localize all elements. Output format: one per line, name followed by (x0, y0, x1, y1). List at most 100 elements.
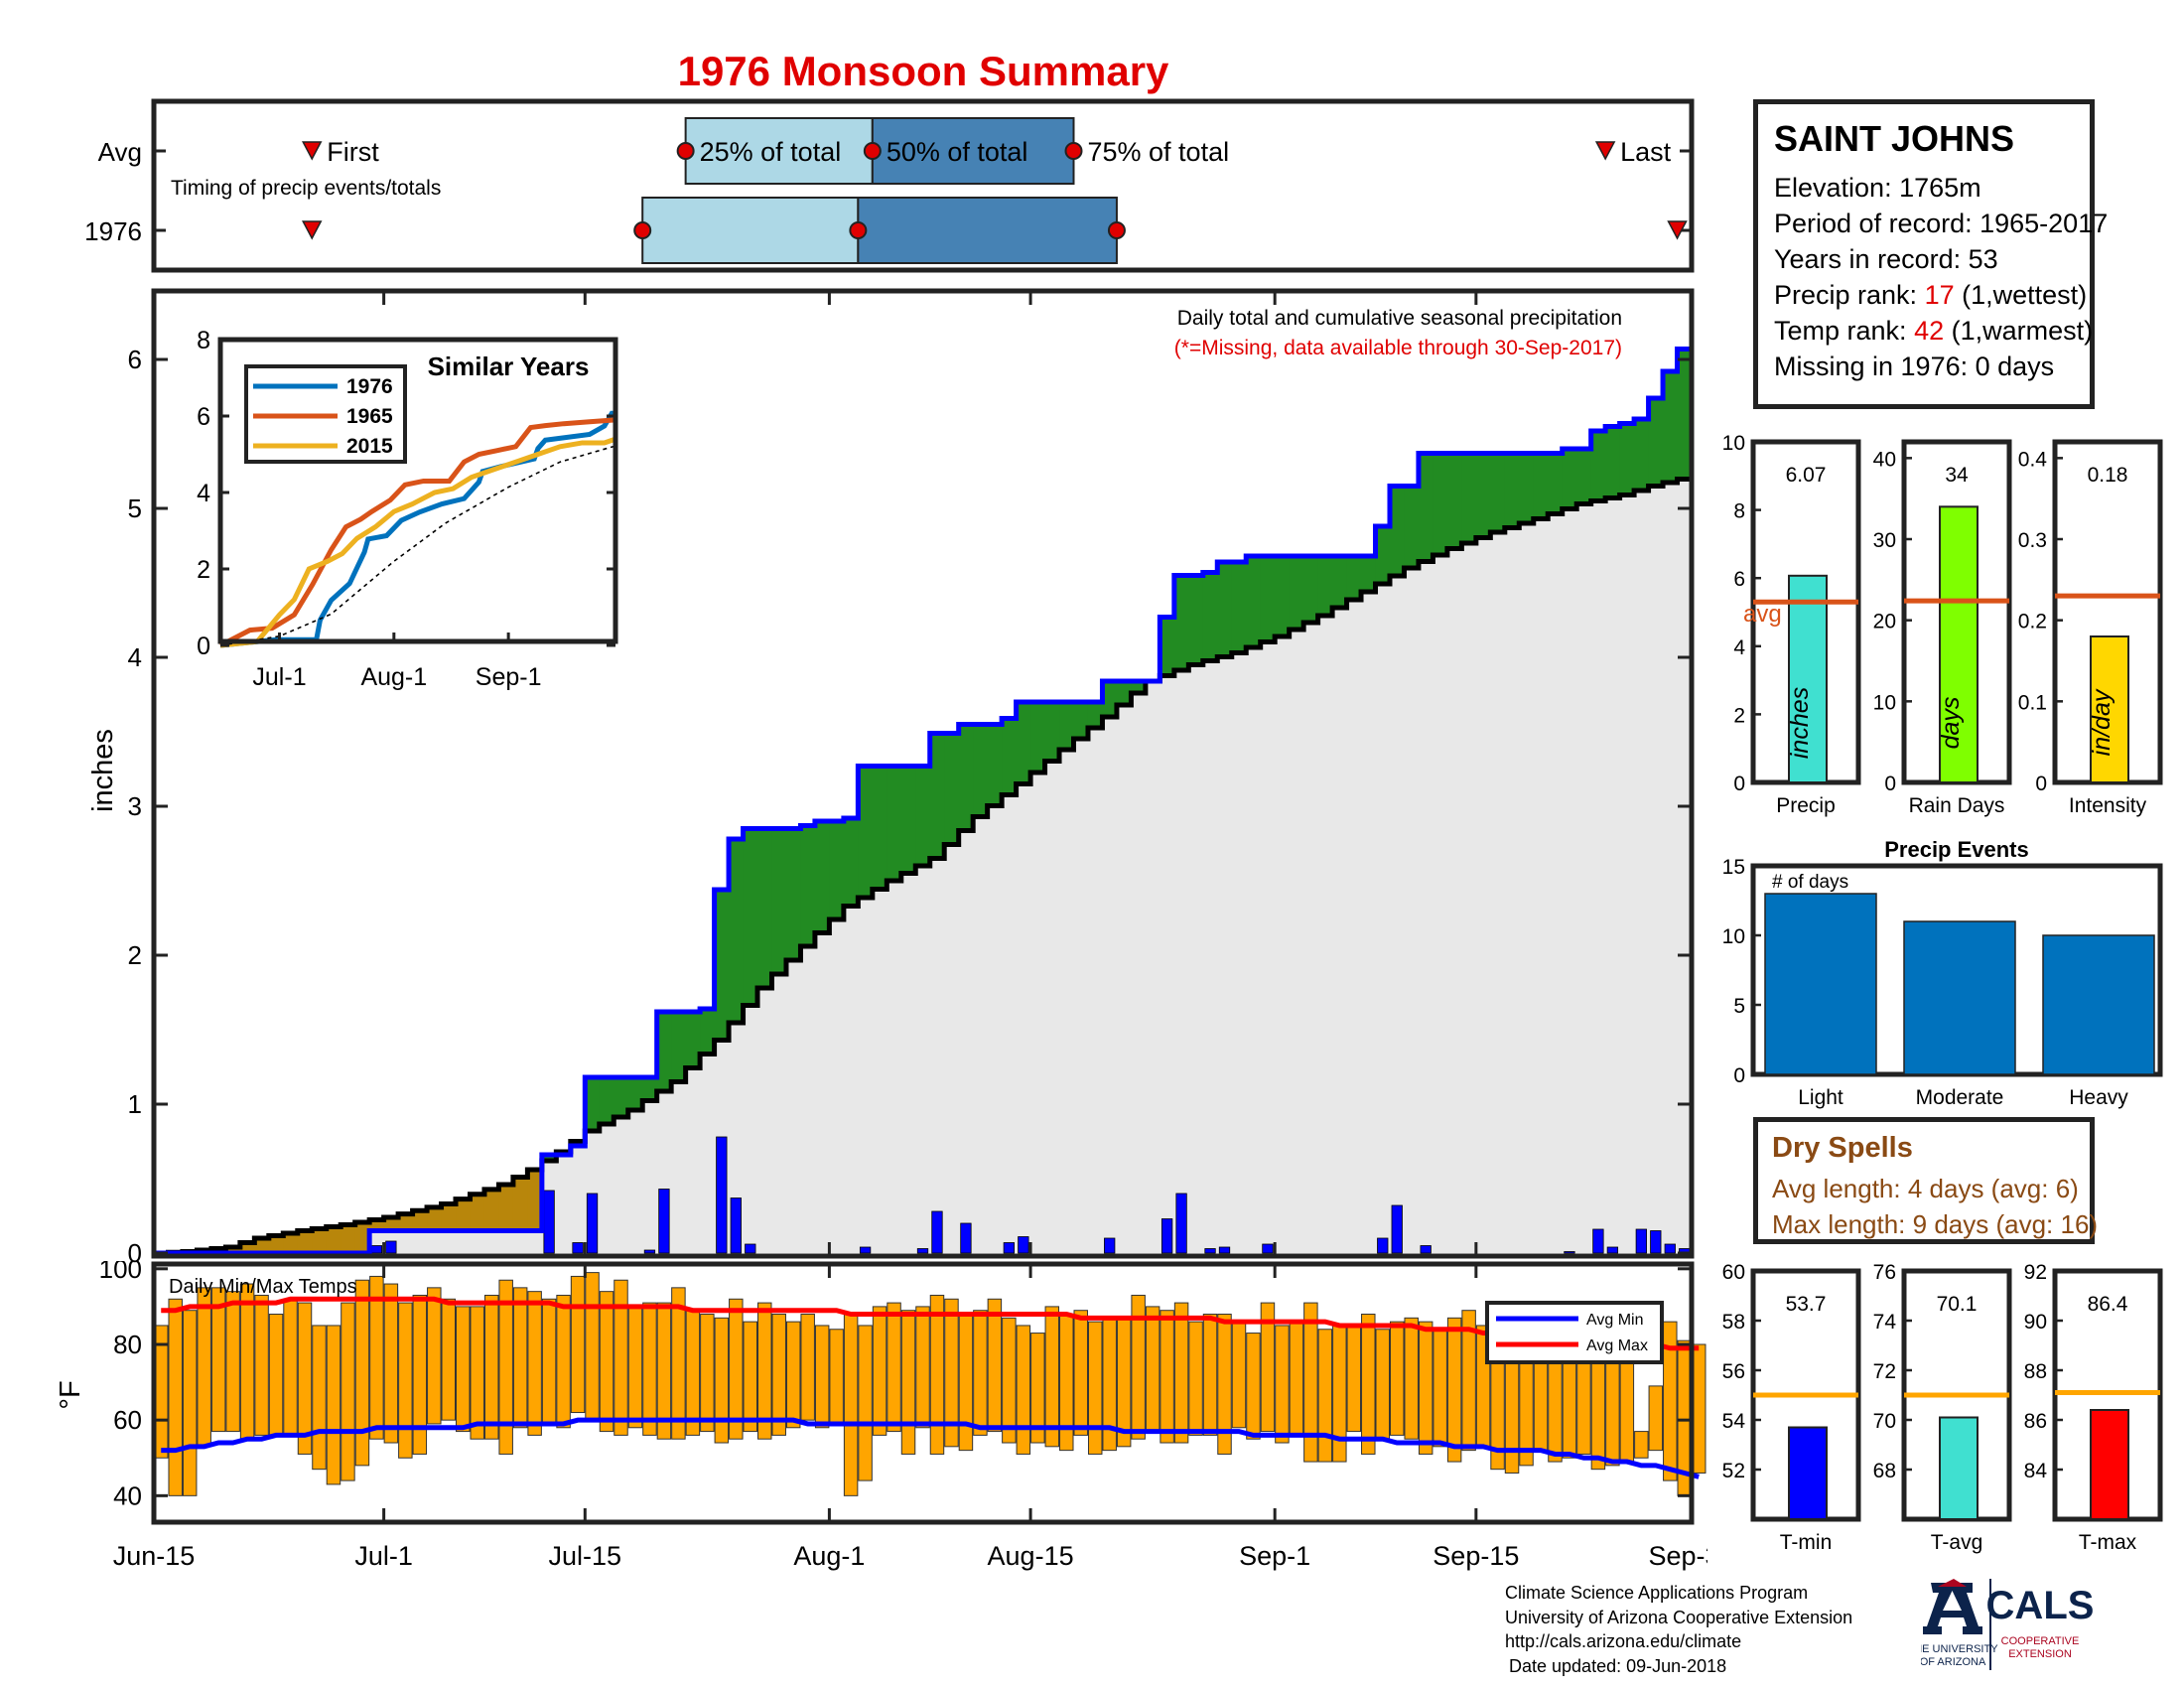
temp-range-bar (671, 1287, 686, 1440)
temp-range-bar (1317, 1329, 1333, 1463)
page-title: 1976 Monsoon Summary (677, 48, 1169, 94)
precip-y-tick-label: 0 (128, 1238, 142, 1268)
temp-range-bar (570, 1275, 586, 1414)
surplus-area (1202, 572, 1218, 661)
side-panel-value-label: 70.1 (1937, 1293, 1978, 1316)
side-panel-tick-label: 58 (1722, 1311, 1745, 1334)
temp-range-bar (1260, 1302, 1276, 1433)
inset-x-tick-label: Jul-1 (252, 663, 306, 691)
surplus-area (872, 766, 887, 890)
temp-range-bar (1692, 1343, 1706, 1474)
surplus-area (627, 1077, 643, 1110)
events-tick-label: 15 (1722, 856, 1745, 879)
station-years: Years in record: 53 (1774, 244, 1998, 274)
ua-name-line-1: THE UNIVERSITY (1921, 1643, 1998, 1655)
university-logo: THE UNIVERSITY OF ARIZONA CALS COOPERATI… (1921, 1579, 2095, 1670)
side-panel-category: Intensity (2069, 794, 2147, 817)
temp-range-bar (757, 1302, 772, 1440)
temp-range-bar (1634, 1431, 1649, 1459)
surplus-area (1490, 453, 1506, 532)
inset-legend-label: 1976 (346, 375, 393, 398)
timing-p75-label: 75% of total (1088, 137, 1230, 167)
surplus-area (771, 828, 787, 974)
timing-triangle (301, 141, 323, 161)
temp-range-bar (297, 1302, 313, 1455)
temp-range-bar (168, 1298, 183, 1496)
side-panel-category: T-avg (1931, 1531, 1983, 1554)
surplus-area (1044, 702, 1060, 762)
surplus-area (700, 1009, 716, 1055)
surplus-area (729, 839, 745, 1023)
daily-precip-bar (643, 1249, 656, 1254)
side-panel-tick-label: 70 (1873, 1410, 1896, 1433)
daily-precip-bar (572, 1242, 584, 1254)
timing-last-label: Last (1620, 137, 1672, 167)
temp-range-bar (369, 1275, 384, 1440)
temp-legend-label-min: Avg Min (1586, 1312, 1644, 1329)
ua-logo-icon (1923, 1579, 1982, 1634)
deficit-area (512, 1177, 528, 1231)
temp-range-bar (1131, 1294, 1146, 1440)
daily-precip-bar (716, 1136, 728, 1254)
inset-title: Similar Years (428, 352, 590, 381)
temp-range-bar (254, 1294, 269, 1436)
temp-range-bar (915, 1306, 930, 1429)
events-bar (2042, 934, 2155, 1075)
surplus-area (900, 766, 916, 874)
temp-range-bar (1030, 1333, 1045, 1444)
temp-range-bar (456, 1306, 471, 1433)
deficit-area (383, 1217, 399, 1231)
temp-range-bar (1231, 1321, 1247, 1429)
precip-y-tick-label: 6 (128, 345, 142, 374)
inset-legend-label: 2015 (346, 435, 393, 458)
deficit-area (483, 1189, 500, 1231)
temp-range-bar (1087, 1321, 1103, 1455)
temp-range-bar (1461, 1310, 1476, 1452)
surplus-area (1548, 453, 1564, 514)
side-panel-tick-label: 0 (2035, 773, 2047, 795)
temp-range-bar (872, 1306, 887, 1436)
temp-range-bar (958, 1314, 974, 1452)
surplus-area (1002, 718, 1018, 795)
side-panel-bar (1788, 574, 1828, 783)
temp-range-bar (197, 1287, 211, 1448)
deficit-area (470, 1194, 485, 1231)
surplus-area (958, 724, 974, 831)
inset-series-line (219, 436, 616, 648)
precip-plot-frame (151, 288, 1695, 1259)
temp-range-bar (341, 1302, 355, 1481)
side-panel-tick-label: 54 (1722, 1410, 1746, 1433)
temp-range-bar (656, 1302, 672, 1440)
side-panel-unit-label: inches (1786, 687, 1814, 759)
surplus-area (1461, 453, 1477, 543)
temp-range-bar (700, 1314, 715, 1433)
temp-y-tick-label: 40 (113, 1480, 142, 1510)
surplus-area (1590, 431, 1606, 501)
events-category: Light (1798, 1086, 1843, 1109)
surplus-area (743, 828, 758, 1006)
temp-range-bar (843, 1314, 859, 1496)
temp-range-bar (354, 1279, 370, 1467)
daily-precip-bar (1104, 1237, 1116, 1254)
precip-y-tick-label: 4 (128, 642, 142, 672)
surplus-area (1433, 453, 1448, 555)
footer-line-2: University of Arizona Cooperative Extens… (1505, 1607, 1853, 1627)
temp-range-bar (614, 1279, 628, 1436)
temp-range-bar (1418, 1321, 1433, 1455)
side-panel-tick-label: 10 (1722, 432, 1745, 455)
temp-range-bar (642, 1302, 657, 1436)
date-axis-tick-label: Jul-15 (549, 1541, 622, 1571)
daily-precip-bar (586, 1193, 599, 1254)
events-ylabel: # of days (1772, 872, 1848, 893)
side-panel-bar (2090, 635, 2129, 783)
inset-x-tick-label: Sep-1 (476, 663, 542, 691)
deficit-area (441, 1203, 457, 1231)
daily-precip-bar (658, 1189, 670, 1254)
temp-range-bar (1446, 1317, 1462, 1463)
temp-range-bar (556, 1294, 571, 1429)
temp-y-axis-label: °F (55, 1380, 86, 1409)
daily-precip-bar (543, 1190, 555, 1254)
cals-wordmark: CALS (1986, 1584, 2095, 1627)
surplus-area (887, 766, 902, 881)
surplus-area (915, 766, 931, 866)
